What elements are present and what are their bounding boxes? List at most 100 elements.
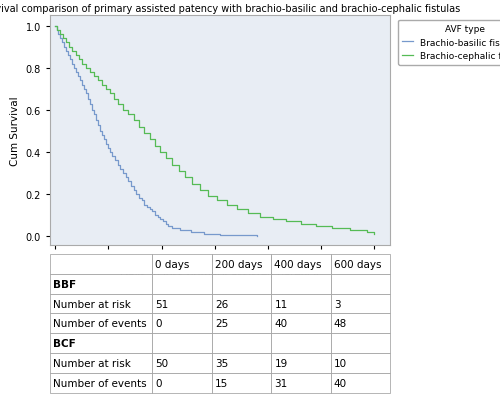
- Brachio-cephalic fistula: [152, 144, 158, 149]
- Bar: [152, 353, 212, 373]
- Brachio-cephalic fistula: [182, 175, 188, 180]
- Text: Number of events: Number of events: [54, 319, 147, 328]
- Bar: [271, 353, 330, 373]
- Bar: [212, 373, 271, 393]
- Bar: [330, 294, 390, 314]
- Bar: [271, 334, 330, 353]
- Legend: Brachio-basilic fistula, Brachio-cephalic fistula: Brachio-basilic fistula, Brachio-cephali…: [398, 20, 500, 65]
- Brachio-cephalic fistula: [56, 32, 62, 37]
- Brachio-cephalic fistula: [214, 198, 220, 203]
- Brachio-cephalic fistula: [312, 224, 318, 229]
- Text: 11: 11: [274, 299, 287, 309]
- Bar: [50, 373, 152, 393]
- Bar: [212, 353, 271, 373]
- Brachio-cephalic fistula: [83, 66, 89, 71]
- Bar: [50, 353, 152, 373]
- Brachio-cephalic fistula: [224, 203, 230, 207]
- Bar: [330, 334, 390, 353]
- Bar: [50, 294, 152, 314]
- Bar: [212, 294, 271, 314]
- Brachio-cephalic fistula: [76, 58, 82, 63]
- Text: 40: 40: [274, 319, 287, 328]
- Bar: [152, 314, 212, 334]
- Bar: [152, 254, 212, 274]
- Brachio-cephalic fistula: [79, 62, 85, 67]
- Brachio-basilic fistula: [84, 98, 90, 103]
- Text: 40: 40: [334, 378, 347, 388]
- Title: Survival comparison of primary assisted patency with brachio-basilic and brachio: Survival comparison of primary assisted …: [0, 4, 460, 14]
- Brachio-cephalic fistula: [189, 182, 195, 186]
- Text: 35: 35: [215, 358, 228, 368]
- Bar: [330, 274, 390, 294]
- Bar: [152, 334, 212, 353]
- Text: 200 days: 200 days: [215, 259, 262, 269]
- Text: 15: 15: [215, 378, 228, 388]
- Brachio-basilic fistula: [146, 207, 152, 212]
- Brachio-cephalic fistula: [54, 28, 60, 33]
- Brachio-cephalic fistula: [270, 217, 276, 222]
- Brachio-cephalic fistula: [70, 49, 75, 54]
- Text: 3: 3: [334, 299, 340, 309]
- Brachio-cephalic fistula: [328, 226, 334, 231]
- Bar: [212, 314, 271, 334]
- Brachio-cephalic fistula: [347, 228, 353, 233]
- Text: 48: 48: [334, 319, 347, 328]
- Brachio-cephalic fistula: [87, 70, 93, 75]
- Brachio-cephalic fistula: [120, 108, 126, 113]
- Brachio-cephalic fistula: [103, 87, 109, 92]
- Text: 25: 25: [215, 319, 228, 328]
- Text: 10: 10: [334, 358, 347, 368]
- Brachio-basilic fistula: [110, 154, 116, 159]
- Brachio-cephalic fistula: [205, 194, 211, 199]
- Bar: [271, 254, 330, 274]
- Brachio-cephalic fistula: [234, 207, 240, 212]
- Brachio-cephalic fistula: [95, 79, 101, 83]
- Bar: [152, 294, 212, 314]
- Brachio-cephalic fistula: [284, 219, 290, 224]
- Brachio-cephalic fistula: [111, 98, 117, 103]
- Bar: [271, 314, 330, 334]
- Brachio-cephalic fistula: [63, 41, 69, 46]
- Bar: [212, 274, 271, 294]
- Bar: [330, 254, 390, 274]
- Brachio-cephalic fistula: [162, 156, 168, 161]
- Bar: [330, 314, 390, 334]
- Bar: [271, 274, 330, 294]
- Brachio-basilic fistula: [254, 234, 260, 239]
- Brachio-cephalic fistula: [99, 83, 105, 88]
- Bar: [50, 314, 152, 334]
- Brachio-cephalic fistula: [114, 102, 120, 107]
- Brachio-cephalic fistula: [52, 24, 59, 29]
- Brachio-cephalic fistula: [66, 45, 72, 50]
- Text: 0: 0: [156, 319, 162, 328]
- Brachio-cephalic fistula: [197, 188, 203, 193]
- Brachio-cephalic fistula: [126, 112, 132, 117]
- Bar: [152, 274, 212, 294]
- Text: 26: 26: [215, 299, 228, 309]
- Bar: [271, 294, 330, 314]
- Brachio-cephalic fistula: [371, 232, 377, 237]
- Brachio-cephalic fistula: [72, 54, 78, 59]
- Brachio-cephalic fistula: [136, 125, 142, 130]
- Bar: [212, 254, 271, 274]
- Brachio-cephalic fistula: [130, 119, 136, 124]
- Text: 0 days: 0 days: [156, 259, 190, 269]
- Brachio-basilic fistula: [114, 163, 120, 168]
- Brachio-cephalic fistula: [257, 215, 263, 220]
- Brachio-basilic fistula: [241, 233, 247, 238]
- Text: 600 days: 600 days: [334, 259, 382, 269]
- Text: BBF: BBF: [54, 279, 76, 289]
- Brachio-cephalic fistula: [142, 131, 148, 136]
- Text: Number of events: Number of events: [54, 378, 147, 388]
- Text: 400 days: 400 days: [274, 259, 322, 269]
- Bar: [50, 254, 152, 274]
- Bar: [330, 353, 390, 373]
- Bar: [212, 334, 271, 353]
- Brachio-cephalic fistula: [298, 222, 304, 227]
- Brachio-cephalic fistula: [364, 230, 370, 235]
- Text: 19: 19: [274, 358, 287, 368]
- Brachio-basilic fistula: [52, 24, 59, 29]
- Brachio-cephalic fistula: [245, 211, 251, 216]
- Brachio-cephalic fistula: [107, 91, 113, 96]
- Brachio-cephalic fistula: [169, 163, 175, 168]
